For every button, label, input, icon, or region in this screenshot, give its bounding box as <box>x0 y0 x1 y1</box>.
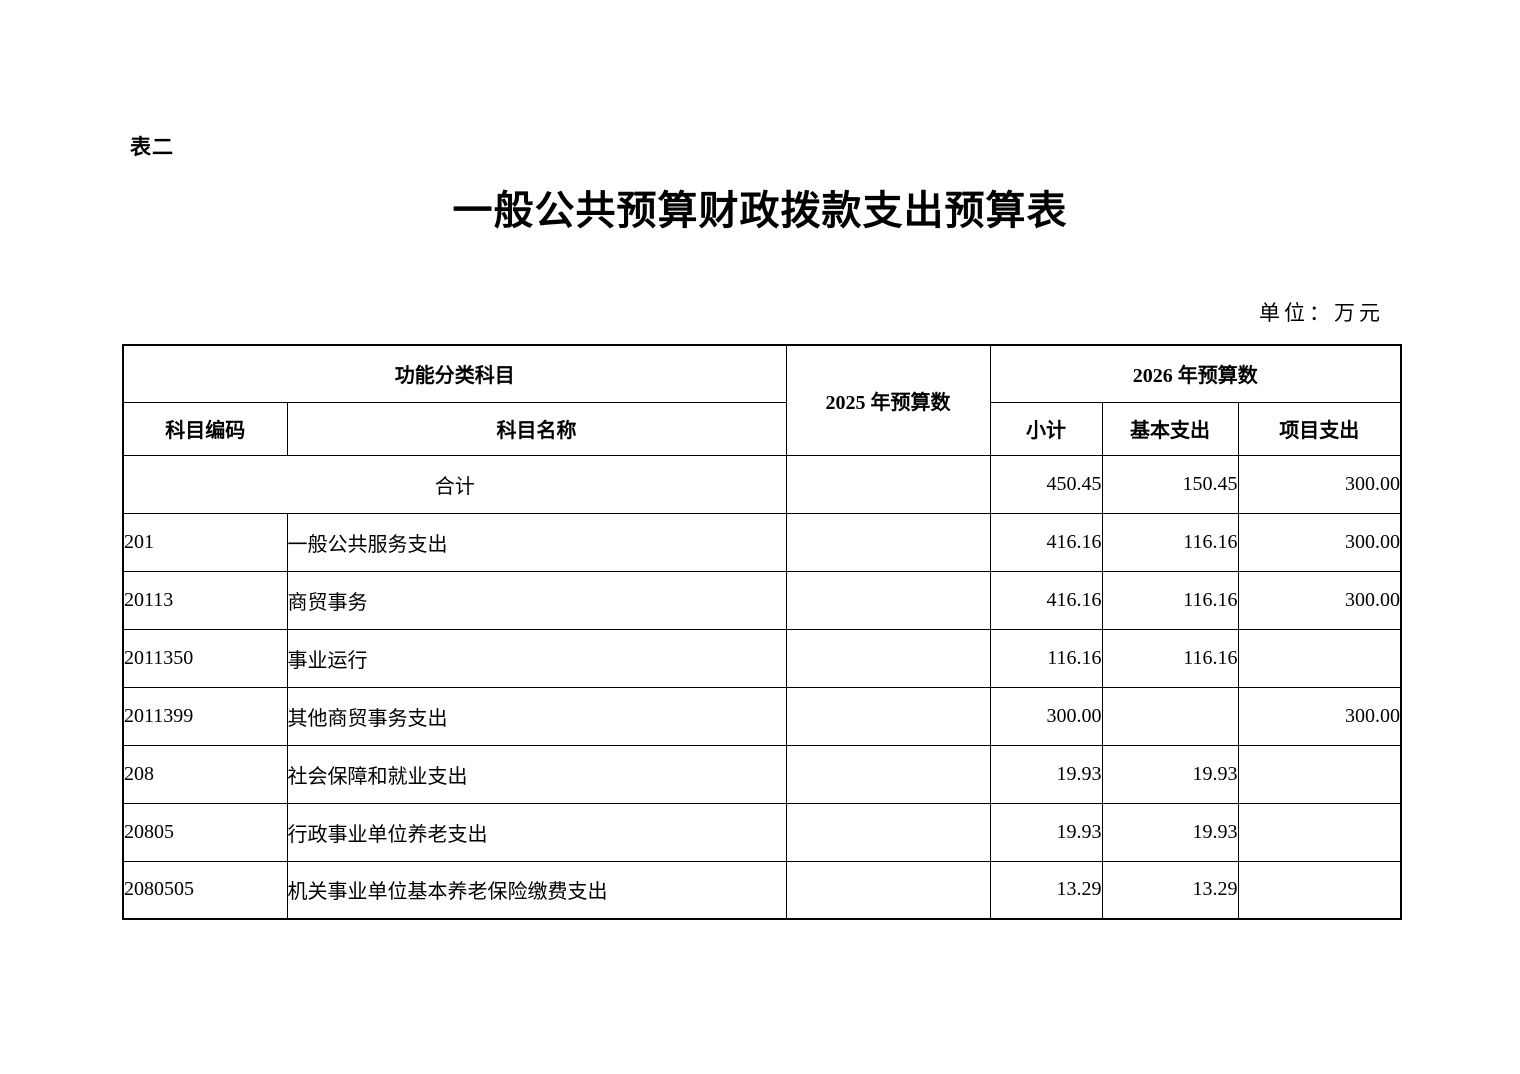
header-subtotal: 小计 <box>989 401 1103 456</box>
budget-2025-value <box>785 860 991 920</box>
table-number-label: 表二 <box>130 135 174 159</box>
header-basic-expense: 基本支出 <box>1101 401 1239 456</box>
project-expense-value: 300.00 <box>1237 512 1402 572</box>
project-expense-value <box>1237 744 1402 804</box>
basic-expense-value: 116.16 <box>1101 570 1239 630</box>
budget-table: 功能分类科目 2025 年预算数 2026 年预算数 科目编码 科目名称 小计 … <box>122 344 1403 920</box>
budget-2025-value <box>785 744 991 804</box>
subtotal-value: 116.16 <box>989 628 1103 688</box>
subtotal-value: 300.00 <box>989 686 1103 746</box>
budget-2025-value <box>785 512 991 572</box>
project-expense-value <box>1237 628 1402 688</box>
subject-name: 行政事业单位养老支出 <box>286 802 787 862</box>
subject-code: 20113 <box>122 570 288 630</box>
page-title: 一般公共预算财政拨款支出预算表 <box>452 188 1068 233</box>
basic-expense-value: 19.93 <box>1101 744 1239 804</box>
subtotal-value: 13.29 <box>989 860 1103 920</box>
table-row: 20805 行政事业单位养老支出 19.93 19.93 <box>122 802 1402 862</box>
budget-2025-value <box>785 570 991 630</box>
subject-code: 2011399 <box>122 686 288 746</box>
subject-name: 机关事业单位基本养老保险缴费支出 <box>286 860 787 920</box>
subject-name: 商贸事务 <box>286 570 787 630</box>
table-row: 2080505 机关事业单位基本养老保险缴费支出 13.29 13.29 <box>122 860 1402 920</box>
table-row: 2011350 事业运行 116.16 116.16 <box>122 628 1402 688</box>
subtotal-value: 450.45 <box>989 454 1103 514</box>
table-row: 201 一般公共服务支出 416.16 116.16 300.00 <box>122 512 1402 572</box>
budget-2025-value <box>785 454 991 514</box>
budget-2025-value <box>785 802 991 862</box>
project-expense-value: 300.00 <box>1237 570 1402 630</box>
table-row-total: 合计 450.45 150.45 300.00 <box>122 454 1402 514</box>
header-subject-code: 科目编码 <box>122 401 288 456</box>
subject-name: 事业运行 <box>286 628 787 688</box>
subject-name: 社会保障和就业支出 <box>286 744 787 804</box>
header-subject-name: 科目名称 <box>286 401 787 456</box>
subtotal-value: 19.93 <box>989 802 1103 862</box>
budget-2025-value <box>785 686 991 746</box>
table-row: 208 社会保障和就业支出 19.93 19.93 <box>122 744 1402 804</box>
table-row: 20113 商贸事务 416.16 116.16 300.00 <box>122 570 1402 630</box>
subject-code: 2011350 <box>122 628 288 688</box>
header-2026-budget: 2026 年预算数 <box>989 344 1402 403</box>
subject-code: 2080505 <box>122 860 288 920</box>
basic-expense-value: 19.93 <box>1101 802 1239 862</box>
budget-2025-value <box>785 628 991 688</box>
basic-expense-value: 116.16 <box>1101 628 1239 688</box>
basic-expense-value: 116.16 <box>1101 512 1239 572</box>
subtotal-value: 19.93 <box>989 744 1103 804</box>
subject-code: 20805 <box>122 802 288 862</box>
subject-code: 201 <box>122 512 288 572</box>
subject-name: 一般公共服务支出 <box>286 512 787 572</box>
subtotal-value: 416.16 <box>989 512 1103 572</box>
subject-name: 其他商贸事务支出 <box>286 686 787 746</box>
project-expense-value <box>1237 802 1402 862</box>
project-expense-value <box>1237 860 1402 920</box>
project-expense-value: 300.00 <box>1237 454 1402 514</box>
header-functional-category: 功能分类科目 <box>122 344 787 403</box>
subject-code: 208 <box>122 744 288 804</box>
total-label: 合计 <box>122 454 787 514</box>
header-2025-budget: 2025 年预算数 <box>785 344 991 456</box>
subtotal-value: 416.16 <box>989 570 1103 630</box>
table-row: 2011399 其他商贸事务支出 300.00 300.00 <box>122 686 1402 746</box>
header-row-2: 科目编码 科目名称 小计 基本支出 项目支出 <box>122 401 1402 456</box>
header-row-1: 功能分类科目 2025 年预算数 2026 年预算数 <box>122 344 1402 456</box>
unit-note: 单位：万元 <box>1259 301 1384 325</box>
basic-expense-value <box>1101 686 1239 746</box>
basic-expense-value: 150.45 <box>1101 454 1239 514</box>
project-expense-value: 300.00 <box>1237 686 1402 746</box>
basic-expense-value: 13.29 <box>1101 860 1239 920</box>
header-project-expense: 项目支出 <box>1237 401 1402 456</box>
